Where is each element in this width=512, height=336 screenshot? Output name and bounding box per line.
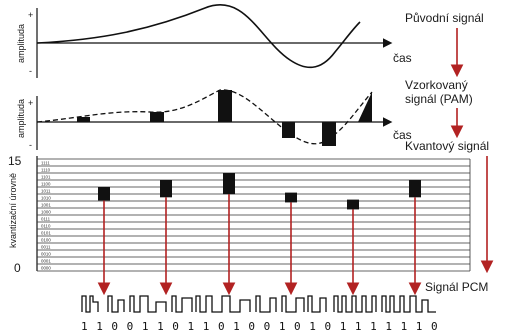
pam-sample-6 xyxy=(358,92,372,122)
bit-digit: 1 xyxy=(416,320,423,333)
bit-digit: 1 xyxy=(370,320,377,333)
quant-code-label: 1101 xyxy=(41,174,51,179)
pam-sample-5 xyxy=(322,122,336,146)
quant-min-level: 0 xyxy=(14,261,21,275)
bit-digit: 0 xyxy=(127,320,134,333)
quant-sample-bar xyxy=(98,187,110,201)
quant-sample-bar xyxy=(409,180,421,198)
pcm-pulse-train xyxy=(81,295,436,313)
quant-code-label: 0000 xyxy=(41,265,51,270)
pam-sample-4 xyxy=(282,122,295,138)
stage-original-label: Původní signál xyxy=(405,11,484,25)
quant-sample-bar xyxy=(160,180,172,198)
quant-code-label: 0010 xyxy=(41,251,51,256)
original-signal-panel: amplituda + - čas xyxy=(16,4,412,78)
quant-max-level: 15 xyxy=(8,154,22,168)
quantization-to-pcm-arrows xyxy=(97,194,422,296)
quant-code-label: 0100 xyxy=(41,237,51,242)
quant-sample-bar xyxy=(347,199,359,210)
bit-digit: 0 xyxy=(264,320,271,333)
bit-digit: 1 xyxy=(203,320,210,333)
pam-sample-2 xyxy=(150,112,164,122)
quant-code-label: 0111 xyxy=(41,216,51,221)
quant-sample-bar xyxy=(285,192,297,203)
bit-digit: 1 xyxy=(309,320,316,333)
bit-digit: 0 xyxy=(294,320,301,333)
bit-digit: 1 xyxy=(81,320,88,333)
panel1-minus-sign: - xyxy=(29,66,32,76)
bit-digit: 0 xyxy=(248,320,255,333)
quant-bars xyxy=(98,173,421,210)
quant-code-label: 0101 xyxy=(41,230,51,235)
panel2-amplitude-label: amplituda xyxy=(16,99,26,138)
quant-sample-bar xyxy=(223,173,235,195)
pam-sample-1 xyxy=(77,117,90,122)
quant-code-label: 1011 xyxy=(41,188,51,193)
stage-pcm-label: Signál PCM xyxy=(425,280,488,294)
panel1-time-label: čas xyxy=(393,51,412,65)
bit-digit: 1 xyxy=(96,320,103,333)
quant-code-labels: 1111 1110 1101 1100 1011 1010 1001 1000 0111 0110… xyxy=(41,160,51,270)
quant-code-label: 0110 xyxy=(41,223,51,228)
quant-code-label: 1110 xyxy=(41,167,51,172)
quant-code-label: 1100 xyxy=(41,181,51,186)
quant-code-label: 0001 xyxy=(41,258,51,263)
panel2-time-label: čas xyxy=(393,128,412,142)
pam-signal-panel: amplituda + - čas xyxy=(16,89,412,150)
stage-labels: Původní signál Vzorkovaný signál (PAM) K… xyxy=(405,11,494,294)
pam-sample-3 xyxy=(218,90,232,122)
panel2-plus-sign: + xyxy=(28,98,33,108)
bit-digit: 1 xyxy=(233,320,240,333)
quantization-panel: 1111 1110 1101 1100 1011 1010 1001 1000 0111 0110… xyxy=(8,154,471,275)
bit-digit: 1 xyxy=(355,320,362,333)
quant-grid xyxy=(37,158,471,272)
panel1-plus-sign: + xyxy=(28,10,33,20)
bit-digit: 0 xyxy=(172,320,179,333)
panel2-minus-sign: - xyxy=(29,140,32,150)
panel1-amplitude-label: amplituda xyxy=(16,24,26,63)
quant-code-label: 1010 xyxy=(41,195,51,200)
bit-digit: 1 xyxy=(340,320,347,333)
bit-digit: 0 xyxy=(111,320,118,333)
bit-digit: 0 xyxy=(218,320,225,333)
quant-code-label: 1000 xyxy=(41,209,51,214)
bit-digit: 1 xyxy=(385,320,392,333)
quant-code-label: 0011 xyxy=(41,244,51,249)
quant-axis-label: kvantizační úrovně xyxy=(8,173,18,248)
bit-digit: 0 xyxy=(324,320,331,333)
quant-code-label: 1001 xyxy=(41,202,51,207)
bit-digit: 0 xyxy=(431,320,438,333)
pam-envelope xyxy=(36,89,373,145)
quant-code-label: 1111 xyxy=(41,160,50,165)
stage-quantized-label: Kvantový signál xyxy=(405,139,489,153)
bit-digit: 1 xyxy=(401,320,408,333)
bit-digit: 1 xyxy=(142,320,149,333)
bit-digit: 1 xyxy=(157,320,164,333)
bit-digit: 1 xyxy=(188,320,195,333)
original-signal-curve xyxy=(36,4,361,69)
bit-digit: 1 xyxy=(279,320,286,333)
stage-pam-label-line1: Vzorkovaný xyxy=(405,78,468,92)
stage-pam-label-line2: signál (PAM) xyxy=(405,92,473,106)
